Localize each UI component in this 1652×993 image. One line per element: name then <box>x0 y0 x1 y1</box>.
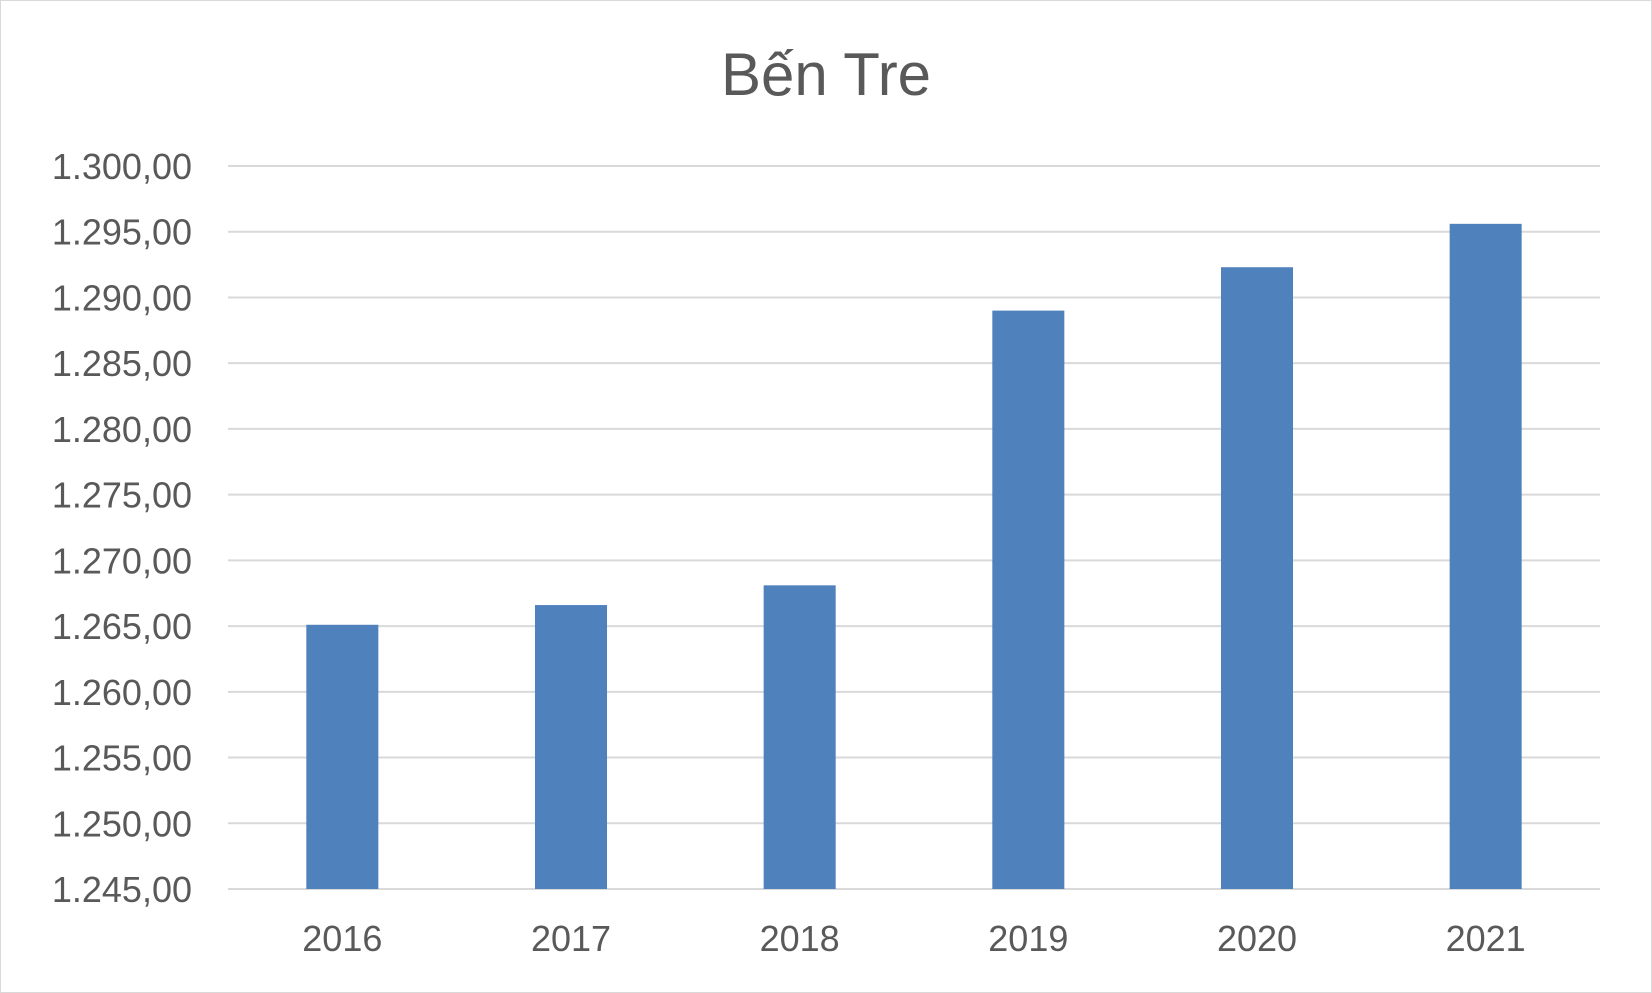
x-axis-tick-labels: 2016 2017 2018 2019 2020 2021 <box>302 918 1525 959</box>
y-tick-label: 1.300,00 <box>52 146 192 187</box>
x-tick-label: 2016 <box>302 918 382 959</box>
y-tick-label: 1.290,00 <box>52 277 192 318</box>
y-tick-label: 1.260,00 <box>52 672 192 713</box>
x-tick-label: 2020 <box>1217 918 1297 959</box>
y-axis-tick-labels: 1.245,00 1.250,00 1.255,00 1.260,00 1.265,00… <box>52 146 192 910</box>
x-tick-label: 2017 <box>531 918 611 959</box>
bar-2018 <box>763 585 836 889</box>
bar-2016 <box>306 624 379 889</box>
bar-2017 <box>534 605 608 889</box>
bar-2019 <box>992 310 1065 890</box>
y-tick-label: 1.245,00 <box>52 869 192 910</box>
y-tick-label: 1.275,00 <box>52 475 192 516</box>
x-tick-label: 2021 <box>1446 918 1526 959</box>
y-tick-label: 1.255,00 <box>52 738 192 779</box>
bar-2021 <box>1449 223 1522 890</box>
y-tick-label: 1.265,00 <box>52 606 192 647</box>
chart-title: Bến Tre <box>721 41 931 108</box>
y-tick-label: 1.270,00 <box>52 540 192 581</box>
bars <box>306 223 1522 890</box>
y-tick-label: 1.285,00 <box>52 343 192 384</box>
gridlines <box>228 165 1600 890</box>
y-tick-label: 1.280,00 <box>52 409 192 450</box>
x-tick-label: 2018 <box>760 918 840 959</box>
x-tick-label: 2019 <box>988 918 1068 959</box>
y-tick-label: 1.295,00 <box>52 212 192 253</box>
bar-2020 <box>1220 267 1294 890</box>
y-tick-label: 1.250,00 <box>52 803 192 844</box>
